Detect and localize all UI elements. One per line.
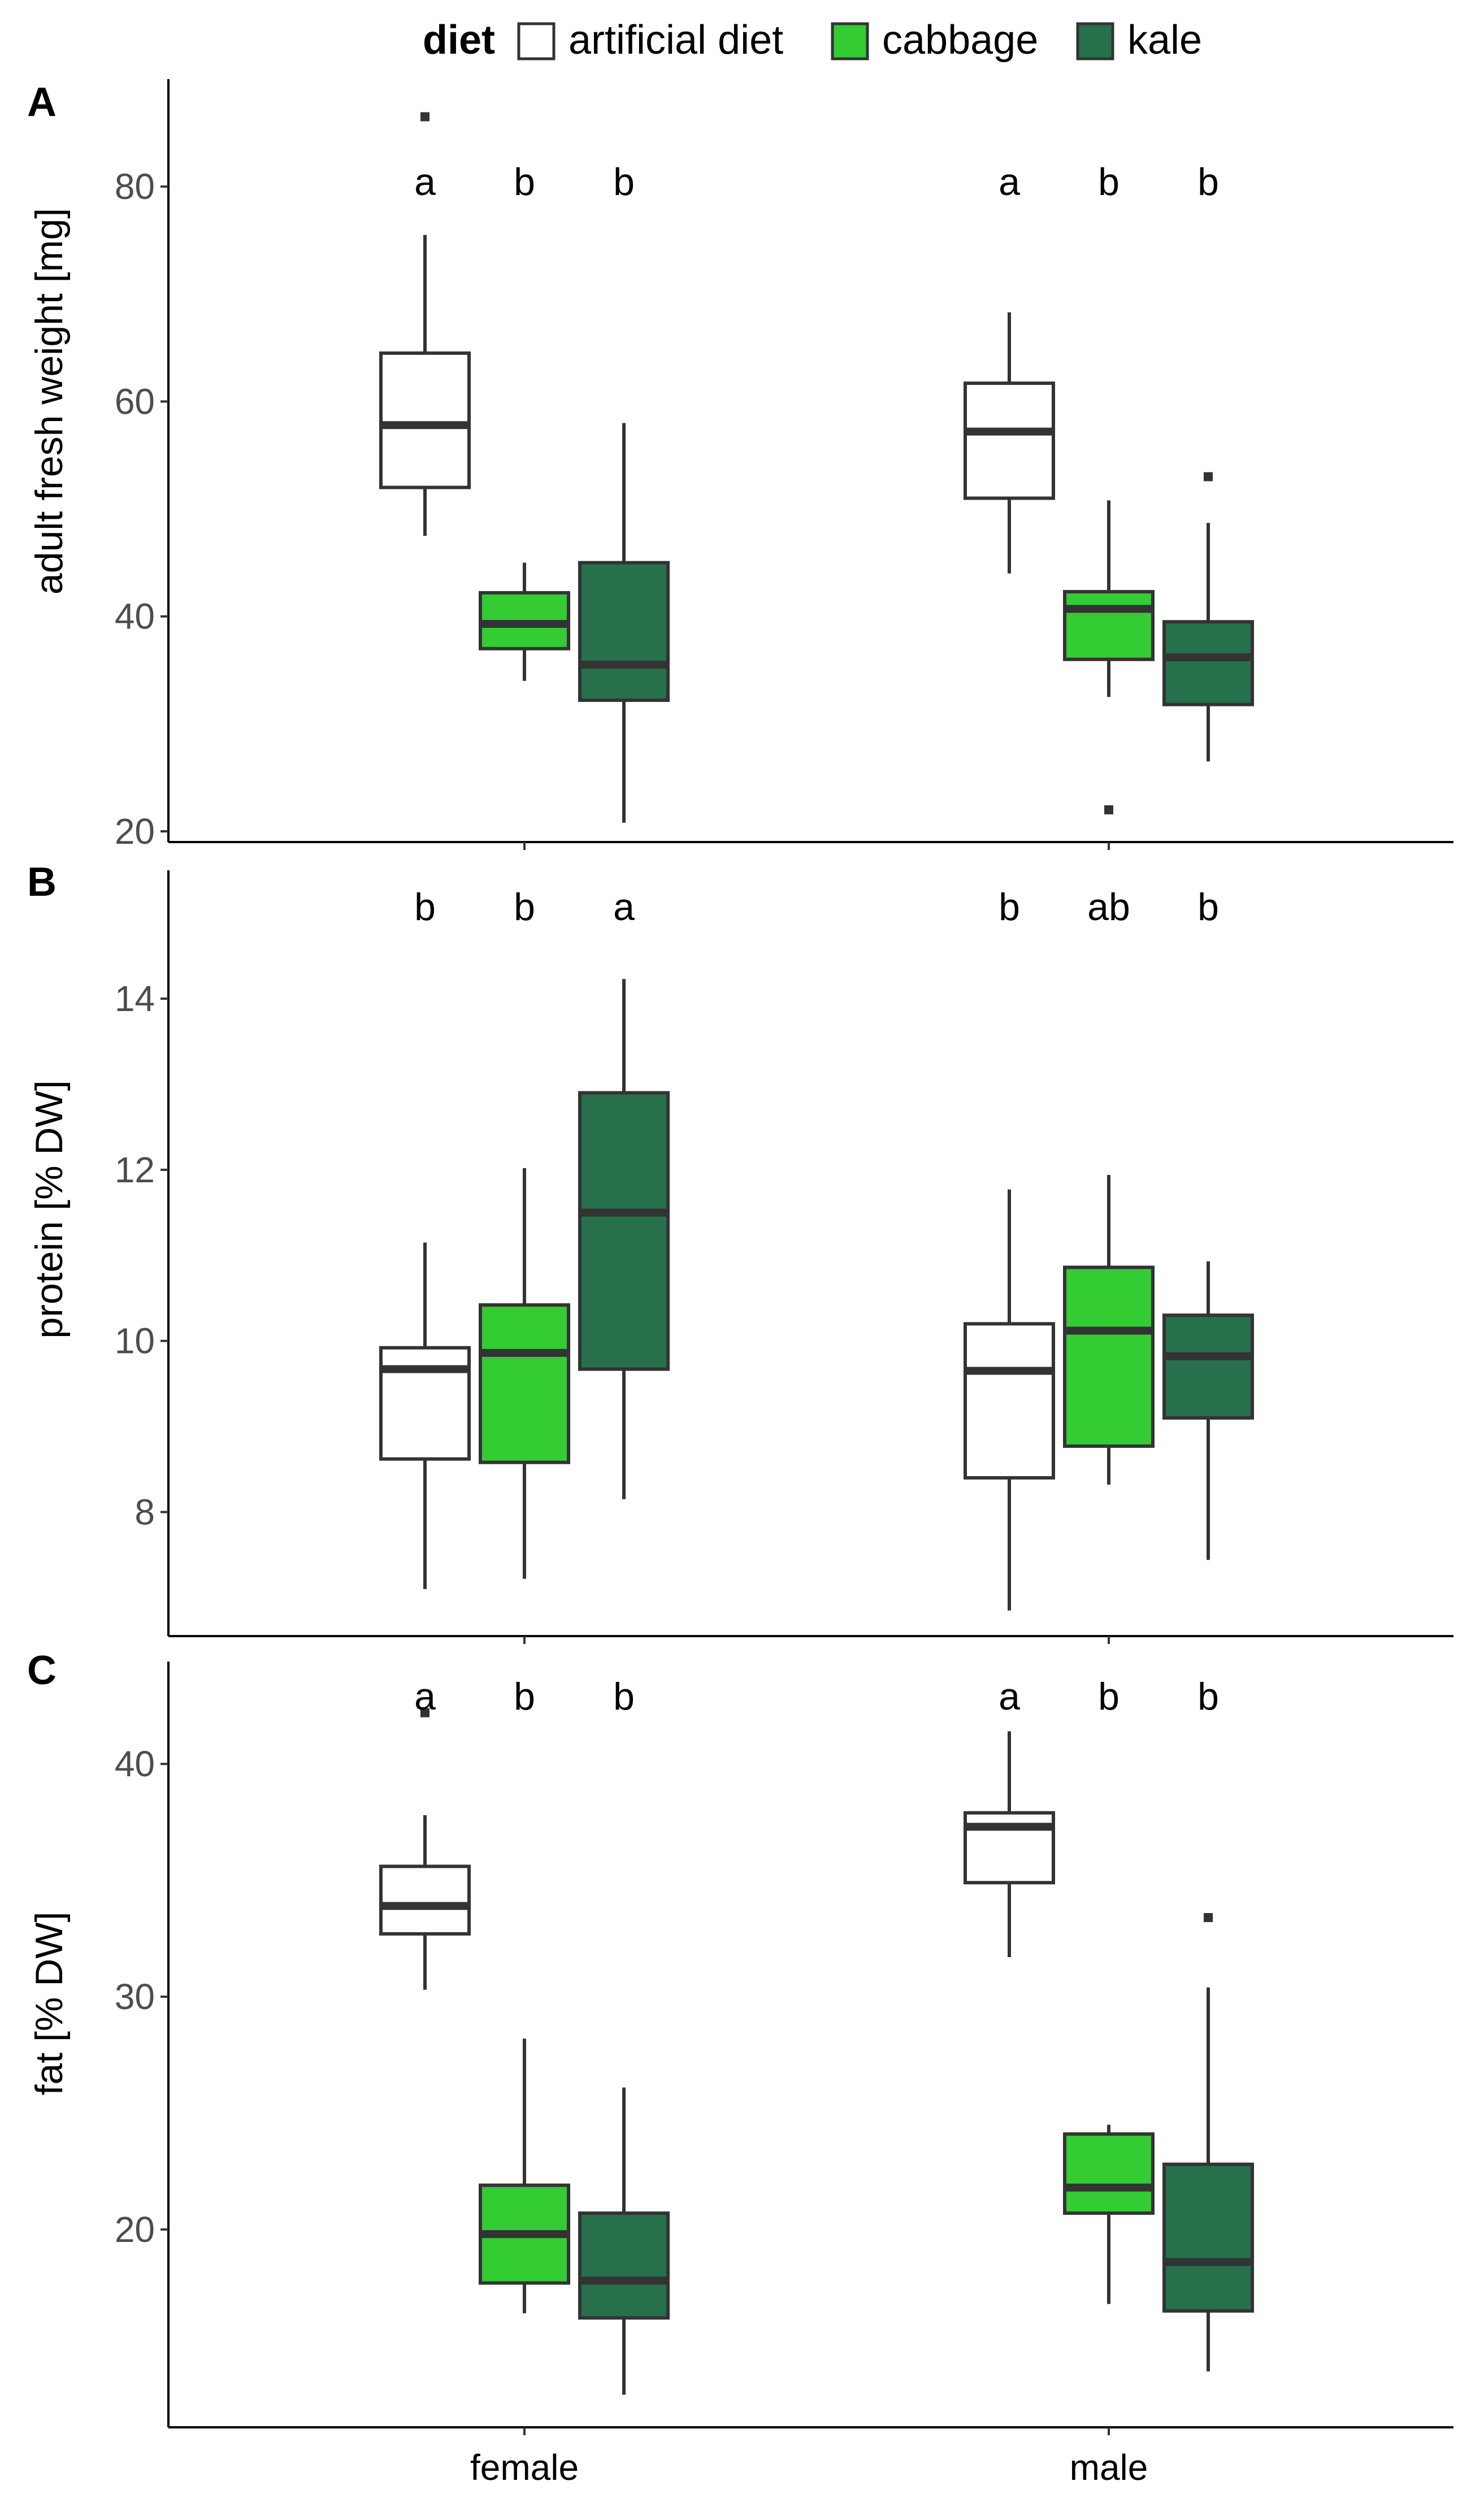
panel-tag-c: C <box>27 1648 57 1693</box>
legend-swatch-kale <box>1076 22 1114 60</box>
y-tick-label: 40 <box>115 596 155 637</box>
box-iqr <box>578 561 670 702</box>
box-kale-male <box>1162 1261 1254 1560</box>
box-artificial-diet-male <box>964 312 1055 574</box>
y-tick-label: 14 <box>115 978 155 1019</box>
box-iqr <box>379 1346 471 1461</box>
box-kale-male <box>1162 472 1254 762</box>
outlier-point <box>1204 1913 1213 1923</box>
box-iqr <box>1162 620 1254 706</box>
significance-letter: a <box>414 161 436 203</box>
panel-tag-a: A <box>27 80 57 125</box>
box-iqr <box>1162 2162 1254 2313</box>
significance-letter: a <box>999 161 1020 203</box>
box-iqr <box>1063 2132 1155 2215</box>
y-tick-label: 10 <box>115 1321 155 1361</box>
box-iqr <box>964 1322 1055 1480</box>
panel-a-plot: 20 40 60 80 a a b b b b <box>115 79 1453 852</box>
box-iqr <box>479 1303 570 1464</box>
box-iqr <box>578 2211 670 2320</box>
legend-item-kale: kale <box>1076 18 1202 63</box>
y-tick-label: 8 <box>134 1491 155 1532</box>
significance-letter: b <box>414 886 436 929</box>
legend-label-cabbage: cabbage <box>882 18 1038 63</box>
panel-c-plot: 20 30 40 a a b b b b <box>115 1662 1453 2435</box>
significance-letter: b <box>1197 161 1219 203</box>
box-cabbage-female <box>479 562 570 681</box>
significance-letter: b <box>514 886 535 929</box>
box-artificial-diet-male <box>964 1189 1055 1611</box>
significance-letter: a <box>414 1675 436 1718</box>
y-tick-label: 20 <box>115 811 155 852</box>
box-artificial-diet-female <box>379 112 471 536</box>
y-tick-label: 60 <box>115 381 155 422</box>
outlier-point <box>420 112 429 122</box>
box-kale-male <box>1162 1913 1254 2372</box>
box-iqr <box>379 351 471 489</box>
box-iqr <box>1162 1313 1254 1420</box>
box-iqr <box>1063 1265 1155 1448</box>
significance-letter: b <box>1098 161 1119 203</box>
box-cabbage-male <box>1063 2124 1155 2304</box>
significance-letter: a <box>999 1675 1020 1718</box>
box-cabbage-female <box>479 2038 570 2314</box>
x-tick-label-female: female <box>470 2447 579 2488</box>
y-axis-title-c: fat [% DW] <box>28 1912 71 2096</box>
box-kale-female <box>578 2087 670 2395</box>
y-tick-label: 20 <box>115 2209 155 2250</box>
panel-tag-b: B <box>27 860 57 905</box>
significance-letter: b <box>514 161 535 203</box>
significance-letter: b <box>613 161 635 203</box>
y-tick-label: 40 <box>115 1743 155 1784</box>
box-cabbage-male <box>1063 1174 1155 1485</box>
legend-title: diet <box>423 18 495 63</box>
legend-item-cabbage: cabbage <box>831 18 1038 63</box>
y-axis-title-a: adult fresh weight [mg] <box>28 208 71 595</box>
legend: diet artificial diet cabbage kale <box>423 18 1202 63</box>
legend-swatch-artificial-diet <box>517 22 556 60</box>
box-iqr <box>379 1864 471 1936</box>
box-kale-female <box>578 423 670 823</box>
y-tick-label: 80 <box>115 166 155 207</box>
outlier-point <box>420 1708 429 1717</box>
y-tick-label: 30 <box>115 1976 155 2017</box>
outlier-point <box>1204 472 1213 482</box>
box-iqr <box>578 1091 670 1371</box>
outlier-point <box>1104 805 1113 814</box>
significance-letter: ab <box>1087 886 1130 929</box>
significance-letter: b <box>1197 886 1219 929</box>
legend-label-kale: kale <box>1127 18 1202 63</box>
box-iqr <box>964 381 1055 500</box>
box-artificial-diet-female <box>379 1708 471 1990</box>
significance-letter: b <box>514 1675 535 1718</box>
significance-letter: b <box>1098 1675 1119 1718</box>
legend-label-artificial-diet: artificial diet <box>569 18 783 63</box>
box-iqr <box>1063 589 1155 661</box>
y-tick-label: 12 <box>115 1150 155 1190</box>
box-cabbage-male <box>1063 500 1155 814</box>
box-kale-female <box>578 979 670 1499</box>
y-axis-title-b: protein [% DW] <box>28 1080 71 1338</box>
significance-letter: b <box>613 1675 635 1718</box>
significance-letter: b <box>999 886 1020 929</box>
box-artificial-diet-female <box>379 1242 471 1589</box>
significance-letter: a <box>613 886 635 929</box>
box-artificial-diet-male <box>964 1731 1055 1958</box>
box-cabbage-female <box>479 1168 570 1579</box>
legend-swatch-cabbage <box>831 22 869 60</box>
legend-item-artificial-diet: artificial diet <box>517 18 783 63</box>
x-tick-label-male: male <box>1070 2447 1148 2488</box>
significance-letter: b <box>1197 1675 1219 1718</box>
